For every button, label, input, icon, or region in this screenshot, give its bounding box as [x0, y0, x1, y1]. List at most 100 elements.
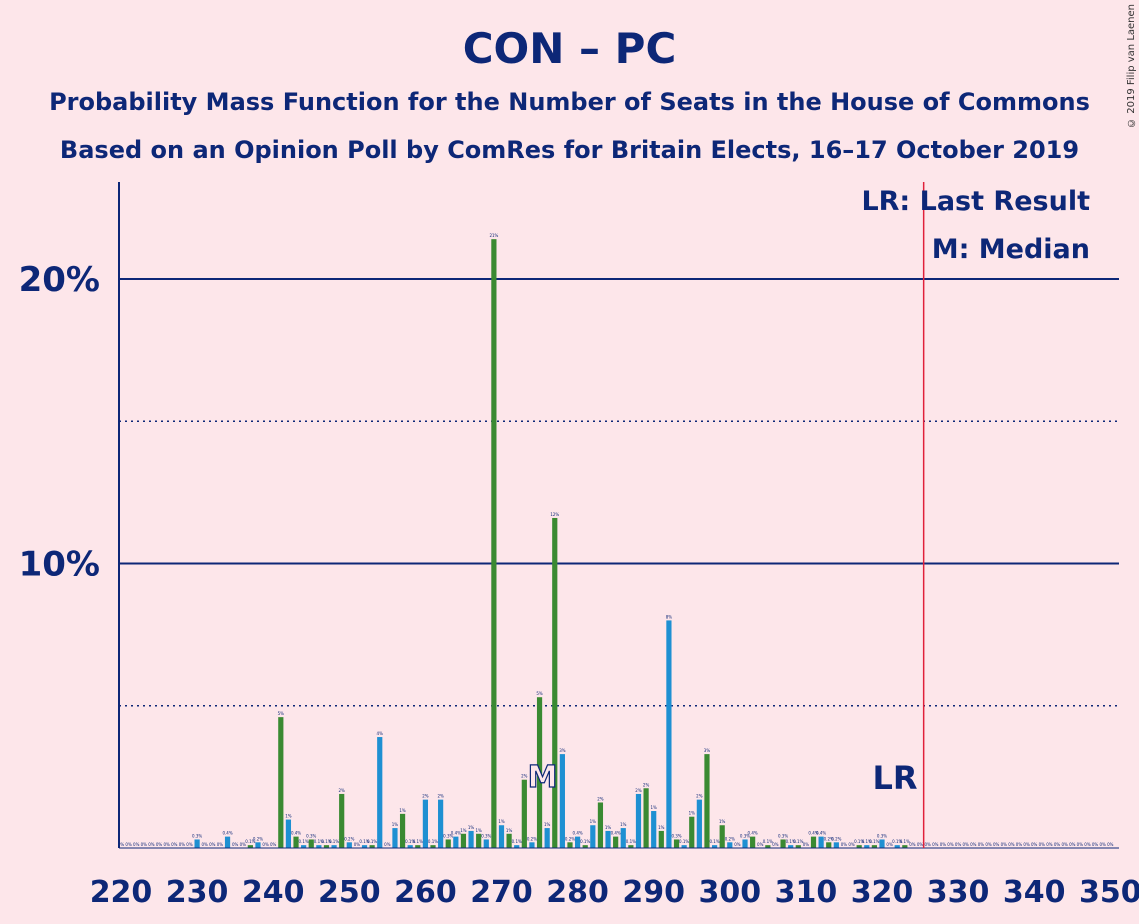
bar-label-226: 0%: [163, 842, 170, 847]
bar-284: [605, 830, 611, 848]
bar-label-348: 0%: [1092, 842, 1099, 847]
last-result-label: LR: [872, 759, 917, 797]
bar-277: [552, 517, 558, 848]
bar-269: [491, 239, 497, 849]
bar-label-303: 0.4%: [748, 831, 758, 836]
bar-296: [696, 799, 702, 848]
bar-258: [407, 845, 413, 848]
bar-307: [780, 839, 786, 848]
bar-label-253: 0.1%: [367, 839, 377, 844]
bar-label-270: 1%: [498, 819, 505, 824]
bar-label-312: 0.4%: [816, 831, 826, 836]
bar-label-281: 0.1%: [580, 839, 590, 844]
bar-265: [460, 833, 467, 848]
x-tick-label: 240: [242, 875, 305, 910]
bar-label-343: 0%: [1054, 842, 1061, 847]
bar-291: [658, 830, 664, 848]
bar-label-325: 0%: [917, 842, 924, 847]
bar-label-347: 0%: [1084, 842, 1091, 847]
bar-label-311: 0.4%: [808, 831, 818, 836]
bar-label-308: 0.1%: [786, 839, 796, 844]
bar-245: [308, 839, 314, 848]
bar-label-333: 0%: [978, 842, 985, 847]
bar-276: [544, 828, 550, 848]
chart-title: CON – PC: [462, 24, 677, 73]
bar-label-326: 0%: [924, 842, 931, 847]
bar-label-290: 1%: [651, 805, 658, 810]
bar-292: [666, 620, 672, 848]
bar-label-254: 4%: [377, 731, 384, 736]
bar-label-225: 0%: [156, 842, 163, 847]
x-tick-label: 300: [698, 875, 761, 910]
bar-label-247: 0.1%: [321, 839, 331, 844]
bar-label-242: 1%: [285, 814, 292, 819]
bar-label-266: 1%: [468, 825, 475, 830]
bar-label-317: 0.1%: [854, 839, 864, 844]
bar-label-282: 1%: [590, 819, 597, 824]
bar-283: [597, 802, 604, 848]
bar-319: [871, 845, 877, 848]
x-tick-label: 310: [775, 875, 838, 910]
bar-label-323: 0.1%: [900, 839, 910, 844]
bar-241: [278, 717, 284, 848]
bar-282: [590, 825, 596, 848]
bar-label-288: 2%: [635, 788, 642, 793]
bar-242: [285, 819, 292, 848]
bar-311: [810, 836, 817, 848]
bar-label-251: 0%: [354, 842, 361, 847]
bar-290: [651, 811, 657, 848]
x-tick-label: 330: [927, 875, 990, 910]
bar-label-318: 0.1%: [862, 839, 872, 844]
bar-250: [346, 842, 352, 848]
bar-320: [879, 839, 885, 848]
bar-297: [704, 754, 710, 848]
bar-label-285: 0.4%: [611, 831, 621, 836]
bar-label-341: 0%: [1039, 842, 1046, 847]
bar-286: [620, 828, 626, 848]
bar-305: [765, 845, 771, 848]
bar-label-279: 0.2%: [565, 836, 575, 841]
bar-278: [559, 754, 565, 848]
bar-label-297: 3%: [704, 748, 711, 753]
bar-label-291: 1%: [658, 825, 665, 830]
bar-label-292: 8%: [666, 614, 673, 619]
bar-label-230: 0.3%: [192, 833, 202, 838]
bar-label-237: 0.1%: [245, 839, 255, 844]
bar-label-301: 0%: [734, 842, 741, 847]
bar-label-271: 1%: [506, 828, 513, 833]
bar-label-236: 0%: [240, 842, 247, 847]
bar-label-335: 0%: [993, 842, 1000, 847]
bars: [194, 239, 908, 849]
legend-median: M: Median: [932, 234, 1090, 265]
bar-label-295: 1%: [689, 811, 696, 816]
bar-label-238: 0.2%: [253, 836, 263, 841]
bar-287: [628, 845, 634, 848]
bar-label-250: 0.2%: [344, 836, 354, 841]
bar-label-330: 0%: [955, 842, 962, 847]
bar-label-321: 0%: [886, 842, 893, 847]
chart-source: Based on an Opinion Poll by ComRes for B…: [59, 136, 1080, 164]
gridlines: [119, 278, 1119, 707]
bar-268: [483, 839, 489, 848]
bar-label-286: 1%: [620, 822, 627, 827]
bar-label-319: 0.1%: [869, 839, 879, 844]
bar-238: [255, 842, 261, 848]
bar-label-320: 0.3%: [877, 833, 887, 838]
x-tick-label: 290: [622, 875, 685, 910]
bar-252: [361, 845, 368, 848]
bar-label-275: 5%: [536, 691, 543, 696]
bar-label-241: 5%: [278, 711, 285, 716]
y-tick-label: 20%: [19, 260, 100, 300]
bar-label-260: 2%: [422, 794, 429, 799]
bar-label-345: 0%: [1069, 842, 1076, 847]
bar-243: [293, 836, 299, 848]
bar-label-340: 0%: [1031, 842, 1038, 847]
bar-322: [894, 845, 900, 848]
bar-298: [711, 845, 718, 848]
bar-312: [818, 836, 824, 848]
bar-label-227: 0%: [171, 842, 178, 847]
bar-label-232: 0%: [209, 842, 216, 847]
bar-272: [514, 845, 520, 848]
bar-label-278: 3%: [559, 748, 566, 753]
